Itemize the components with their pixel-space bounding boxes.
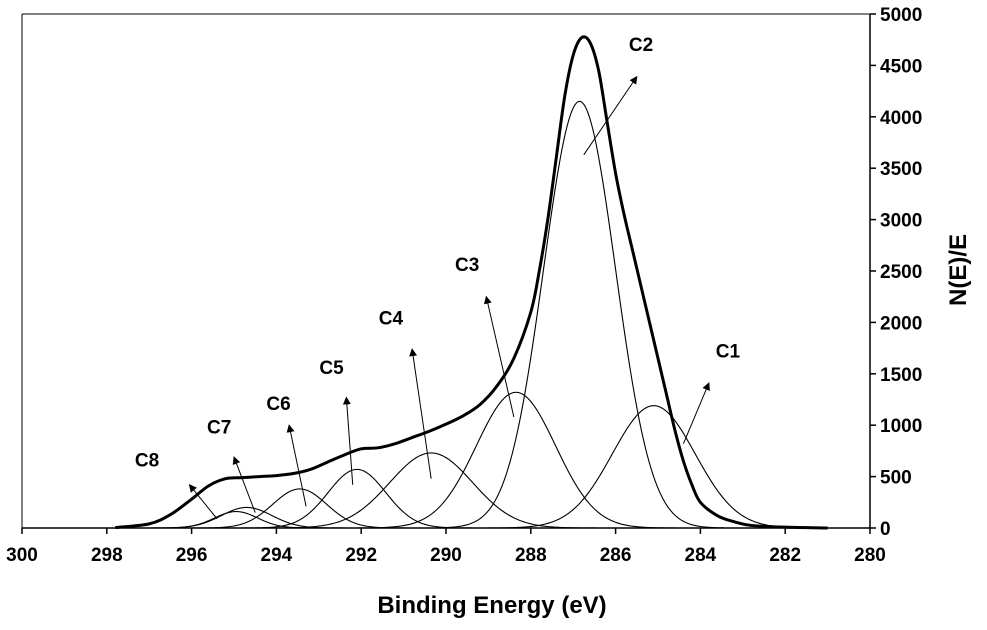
x-tick-label: 298 [91, 545, 123, 566]
y-tick-label: 4500 [880, 56, 922, 77]
axes: 300 298 296 294 292 290 288 286 284 282 280 0 500 100… [6, 5, 922, 566]
x-tick-label: 288 [515, 545, 547, 566]
peak-label-c3: C3 [455, 255, 479, 276]
x-tick-label: 300 [6, 545, 38, 566]
peak-label-c1: C1 [716, 341, 741, 362]
y-tick-label: 2000 [880, 313, 922, 334]
x-tick-label: 280 [854, 545, 886, 566]
x-tick-label: 294 [261, 545, 293, 566]
annotation-arrow-c6 [286, 424, 307, 507]
y-tick-label: 2500 [880, 262, 922, 283]
peak-label-c5: C5 [319, 358, 344, 379]
component-curve-c6 [191, 488, 408, 529]
component-curve-c3 [357, 391, 675, 529]
peak-label-c8: C8 [135, 450, 159, 471]
annotation-arrow-c2 [583, 75, 638, 156]
y-tick-label: 5000 [880, 5, 922, 26]
annotation-arrow-c5 [342, 396, 354, 485]
component-curve-c2 [435, 100, 724, 529]
peak-label-c2: C2 [629, 35, 653, 56]
plot-frame [21, 13, 870, 528]
envelope-layer [115, 35, 828, 530]
y-tick-label: 1500 [880, 365, 922, 386]
y-tick-label: 1000 [880, 416, 922, 437]
envelope-curve [115, 35, 828, 530]
annotation-arrow-c3 [483, 295, 515, 418]
x-tick-label: 290 [430, 545, 462, 566]
y-tick-label: 4000 [880, 108, 922, 129]
component-curve-c4 [265, 452, 597, 529]
x-tick-label: 296 [176, 545, 208, 566]
component-curve-c1 [488, 405, 820, 529]
x-tick-label: 286 [600, 545, 632, 566]
x-axis-title: Binding Energy (eV) [377, 592, 606, 619]
peak-label-c4: C4 [379, 308, 404, 329]
annotation-arrow-c8 [188, 484, 218, 520]
annotation-arrow-c7 [232, 456, 256, 513]
y-tick-label: 3500 [880, 159, 922, 180]
x-tick-label: 284 [685, 545, 717, 566]
component-curve-c5 [241, 468, 473, 529]
x-tick-label: 292 [345, 545, 377, 566]
annotation-arrow-c4 [409, 348, 432, 479]
peak-annotations: C1 C2 C3 C4 C5 C6 C7 C8 [135, 35, 741, 520]
y-tick-label: 0 [880, 519, 891, 540]
peak-label-c6: C6 [266, 394, 290, 415]
fit-components [145, 100, 820, 529]
annotation-arrow-c1 [682, 382, 710, 444]
x-tick-label: 282 [769, 545, 801, 566]
y-tick-label: 3000 [880, 211, 922, 232]
peak-label-c7: C7 [207, 417, 231, 438]
y-tick-label: 500 [880, 468, 912, 489]
y-axis-title: N(E)/E [945, 234, 972, 306]
